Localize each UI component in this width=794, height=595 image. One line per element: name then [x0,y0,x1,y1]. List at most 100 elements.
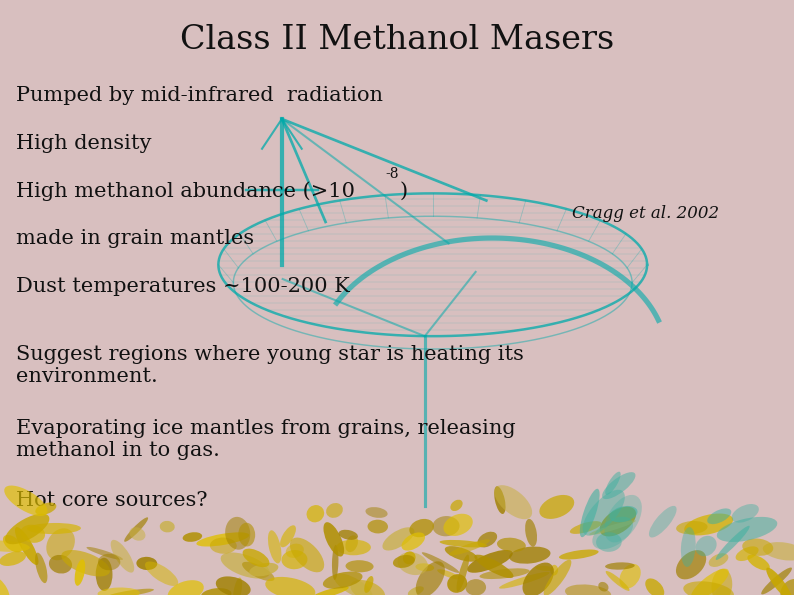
Ellipse shape [15,527,38,565]
Ellipse shape [110,540,134,572]
Ellipse shape [336,540,371,555]
Ellipse shape [416,561,445,595]
Ellipse shape [21,525,45,543]
Ellipse shape [606,571,630,591]
Ellipse shape [124,517,148,542]
Ellipse shape [649,506,676,537]
Ellipse shape [509,547,550,563]
Ellipse shape [225,517,250,550]
Ellipse shape [619,564,641,588]
Ellipse shape [535,566,554,571]
Ellipse shape [306,505,324,522]
Ellipse shape [87,547,123,560]
Ellipse shape [0,540,30,552]
Ellipse shape [474,555,514,578]
Ellipse shape [402,533,425,550]
Ellipse shape [210,537,237,554]
Ellipse shape [383,527,414,550]
Ellipse shape [684,513,733,536]
Text: Cragg et al. 2002: Cragg et al. 2002 [572,205,719,223]
Ellipse shape [676,550,706,580]
Text: Suggest regions where young star is heating its
environment.: Suggest regions where young star is heat… [16,345,524,386]
Ellipse shape [422,552,459,573]
Ellipse shape [35,553,48,583]
Ellipse shape [763,542,794,560]
Ellipse shape [334,574,372,595]
Ellipse shape [497,538,526,552]
Ellipse shape [196,533,249,546]
Ellipse shape [681,527,696,567]
Ellipse shape [4,486,48,516]
Ellipse shape [717,517,777,542]
Ellipse shape [145,562,178,586]
Ellipse shape [168,580,204,595]
Ellipse shape [49,555,72,574]
Ellipse shape [544,560,572,595]
Ellipse shape [465,579,486,595]
Ellipse shape [559,550,599,559]
Ellipse shape [96,558,113,591]
Text: High density: High density [16,134,152,153]
Ellipse shape [539,495,574,519]
Ellipse shape [137,557,157,570]
Ellipse shape [605,472,621,495]
Ellipse shape [201,588,232,595]
Ellipse shape [592,516,633,549]
Ellipse shape [457,555,469,591]
Ellipse shape [447,574,467,593]
Ellipse shape [216,577,251,595]
Ellipse shape [781,579,794,595]
Ellipse shape [98,554,121,571]
Ellipse shape [238,523,255,546]
Text: made in grain mantles: made in grain mantles [16,229,254,248]
Ellipse shape [550,565,558,575]
Ellipse shape [580,488,599,537]
Ellipse shape [499,572,549,588]
Ellipse shape [565,584,611,595]
Ellipse shape [129,527,145,541]
Ellipse shape [437,569,461,580]
Ellipse shape [646,578,665,595]
Ellipse shape [282,550,307,569]
Ellipse shape [368,519,388,534]
Ellipse shape [3,535,22,552]
Ellipse shape [711,569,732,595]
Ellipse shape [445,546,478,562]
Ellipse shape [696,536,717,556]
Ellipse shape [98,587,140,595]
Ellipse shape [742,538,773,556]
Ellipse shape [525,519,537,547]
Ellipse shape [684,581,734,595]
Ellipse shape [443,513,472,536]
Ellipse shape [676,521,707,534]
Ellipse shape [609,506,638,522]
Ellipse shape [570,521,601,534]
Ellipse shape [408,586,424,595]
Ellipse shape [365,507,387,518]
Ellipse shape [494,485,532,519]
Ellipse shape [108,588,154,595]
Ellipse shape [602,472,635,499]
Ellipse shape [604,495,642,543]
Ellipse shape [707,508,731,524]
Text: Evaporating ice mantles from grains, releasing
methanol in to gas.: Evaporating ice mantles from grains, rel… [16,419,515,461]
Ellipse shape [747,555,770,571]
Ellipse shape [583,490,625,536]
Ellipse shape [350,580,385,595]
Text: Hot core sources?: Hot core sources? [16,491,207,510]
Ellipse shape [345,560,374,572]
Text: Pumped by mid-infrared  radiation: Pumped by mid-infrared radiation [16,86,383,105]
Ellipse shape [345,536,358,552]
Ellipse shape [596,533,622,552]
Ellipse shape [364,576,373,593]
Ellipse shape [449,540,490,556]
Ellipse shape [242,562,275,581]
Ellipse shape [326,503,343,518]
Ellipse shape [27,523,81,534]
Ellipse shape [323,522,344,556]
Ellipse shape [61,550,110,577]
Text: High methanol abundance (>10: High methanol abundance (>10 [16,181,355,201]
Ellipse shape [0,577,10,595]
Ellipse shape [393,555,414,568]
Ellipse shape [766,568,792,595]
